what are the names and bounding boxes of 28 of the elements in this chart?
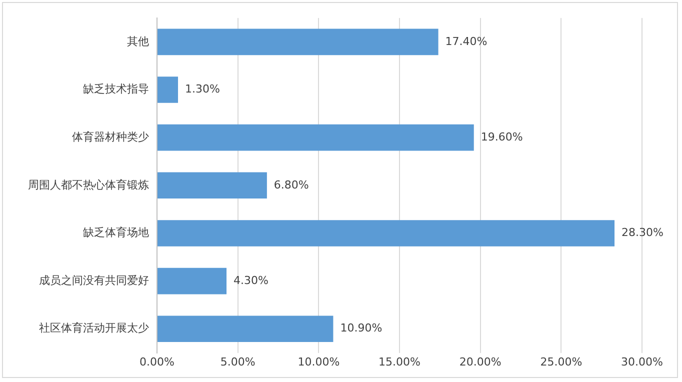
x-tick-label: 5.00% [220, 355, 256, 368]
x-tick-label: 20.00% [459, 355, 502, 368]
bar [158, 172, 267, 199]
data-label: 4.30% [234, 274, 268, 287]
y-tick-label: 成员之间没有共同爱好 [39, 274, 149, 287]
y-tick-label: 社区体育活动开展太少 [39, 322, 149, 335]
data-label: 28.30% [622, 226, 664, 240]
bar [158, 268, 227, 294]
bar [158, 28, 438, 56]
y-tick-label: 体育器材种类少 [72, 130, 149, 144]
y-tick-label: 周围人都不热心体育锻炼 [28, 178, 149, 192]
x-tick-label: 25.00% [540, 355, 582, 368]
data-label: 6.80% [274, 178, 309, 192]
y-tick-label: 缺乏体育场地 [83, 226, 149, 240]
x-tick-label: 0.00% [140, 355, 174, 368]
x-tick-label: 10.00% [298, 355, 340, 368]
bar [158, 316, 334, 342]
bar [158, 124, 474, 151]
data-label: 17.40% [445, 34, 488, 48]
x-tick-label: 15.00% [378, 355, 420, 368]
bar [158, 220, 615, 246]
x-tick-label: 30.00% [621, 355, 663, 368]
data-label: 1.30% [185, 82, 220, 96]
y-tick-label: 其他 [127, 34, 149, 48]
data-label: 19.60% [480, 130, 523, 144]
data-label: 10.90% [340, 322, 382, 335]
bar [158, 76, 178, 103]
y-tick-label: 缺乏技术指导 [83, 82, 149, 96]
